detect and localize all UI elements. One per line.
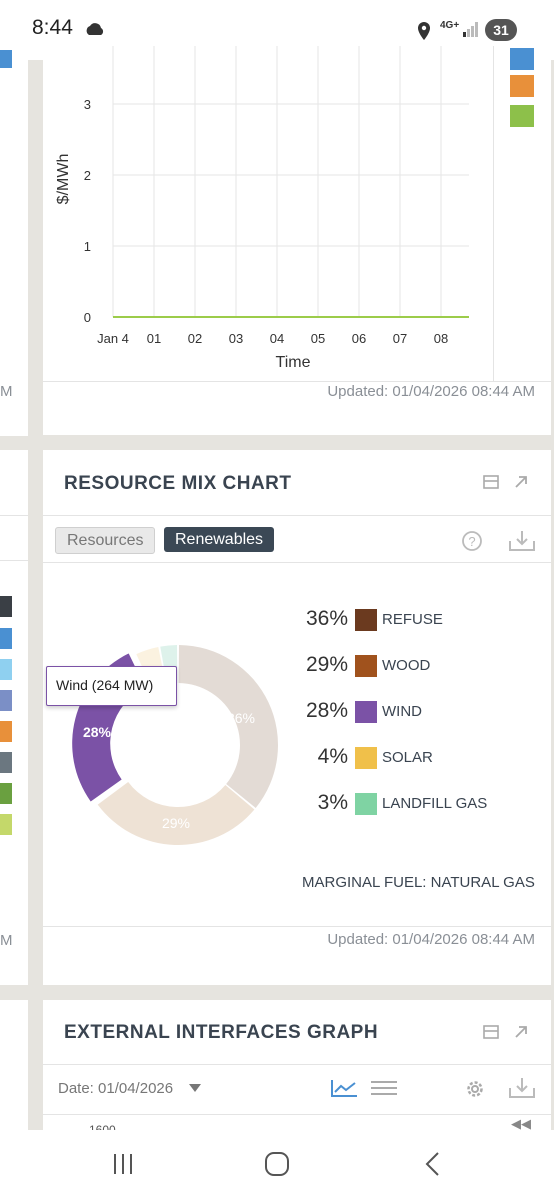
left-updated-fragment: M (0, 383, 13, 400)
minimize-icon[interactable] (483, 475, 499, 489)
left-legend-swatch[interactable] (0, 752, 12, 773)
back-icon[interactable] (423, 1151, 441, 1177)
slice-label-refuse: 36% (227, 710, 255, 726)
legend-swatch (355, 747, 377, 769)
left-legend-swatch[interactable] (0, 659, 12, 680)
left-updated-fragment-2: M (0, 932, 13, 949)
expand-icon[interactable] (513, 474, 529, 490)
resource-mix-card: RESOURCE MIX CHART Resources Renewables … (43, 450, 551, 985)
left-legend-swatch (0, 50, 12, 68)
left-legend-swatch[interactable] (0, 721, 12, 742)
price-chart-card: 3 2 1 0 Jan 4 01 02 03 04 05 06 07 08 $/MWh Time Up… (43, 46, 551, 435)
chevron-down-icon[interactable] (189, 1084, 201, 1092)
slice-label-wood: 29% (162, 815, 190, 831)
left-card-edge: M (0, 46, 28, 436)
legend-label: REFUSE (382, 611, 443, 628)
legend-item[interactable]: 3% LANDFILL GAS (298, 790, 548, 820)
tab-resources[interactable]: Resources (55, 527, 156, 554)
legend-swatch (355, 655, 377, 677)
left-legend-swatch[interactable] (0, 628, 12, 649)
tab-renewables[interactable]: Renewables (164, 527, 275, 552)
legend-percent: 28% (305, 699, 348, 722)
location-icon (418, 22, 430, 40)
updated-timestamp-2: Updated: 01/04/2026 08:44 AM (327, 931, 535, 948)
legend-item[interactable]: 36% REFUSE (298, 606, 548, 636)
legend-swatch (355, 609, 377, 631)
svg-text:?: ? (468, 534, 475, 549)
legend-label: LANDFILL GAS (382, 795, 488, 812)
price-line-chart: 3 2 1 0 Jan 4 01 02 03 04 05 06 07 08 $/MWh Time (55, 46, 469, 371)
help-icon[interactable]: ? (461, 530, 483, 552)
legend-percent: 29% (305, 653, 348, 676)
y-tick-label: 0 (84, 310, 91, 325)
rewind-icon[interactable]: ◀◀ (511, 1116, 531, 1131)
left-legend-swatch[interactable] (0, 596, 12, 617)
download-icon[interactable] (508, 529, 536, 553)
left-card-edge-2: M (0, 450, 28, 985)
left-legend-swatch[interactable] (0, 783, 12, 804)
signal-icon (463, 22, 478, 37)
table-view-icon[interactable] (370, 1080, 398, 1096)
donut-slice-wood[interactable] (97, 781, 255, 845)
legend-percent: 3% (317, 791, 348, 814)
card-title: RESOURCE MIX CHART (64, 473, 292, 494)
minimize-icon-2[interactable] (483, 1025, 499, 1039)
date-selector[interactable]: Date: 01/04/2026 (58, 1080, 174, 1097)
download-icon-2[interactable] (508, 1076, 536, 1100)
x-tick-label: 03 (229, 331, 243, 346)
legend-item[interactable]: 28% WIND (298, 698, 548, 728)
home-icon[interactable] (264, 1151, 290, 1177)
line-chart-icon[interactable] (330, 1078, 358, 1098)
chart-tooltip: Wind (264 MW) (46, 666, 177, 706)
updated-timestamp: Updated: 01/04/2026 08:44 AM (327, 383, 535, 400)
left-legend-swatch[interactable] (0, 814, 12, 835)
legend-swatch-3[interactable] (510, 105, 534, 127)
expand-icon-2[interactable] (513, 1024, 529, 1040)
network-type: 4G+ (440, 20, 460, 31)
y-tick-label: 1 (84, 239, 91, 254)
legend-swatch-1[interactable] (510, 48, 534, 70)
x-tick-label: 07 (393, 331, 407, 346)
battery-indicator: 31 (485, 19, 517, 41)
x-tick-label: 06 (352, 331, 366, 346)
x-tick-label: 01 (147, 331, 161, 346)
tooltip-text: Wind (264 MW) (56, 677, 154, 693)
legend-label: WIND (382, 703, 422, 720)
legend-label: WOOD (382, 657, 431, 674)
legend-item[interactable]: 4% SOLAR (298, 744, 548, 774)
legend-swatch (355, 793, 377, 815)
left-legend-swatch[interactable] (0, 690, 12, 711)
x-axis-label: Time (276, 354, 311, 371)
legend-percent: 36% (305, 607, 348, 630)
legend-label: SOLAR (382, 749, 433, 766)
legend-percent: 4% (317, 745, 348, 768)
legend-swatch-2[interactable] (510, 75, 534, 97)
x-tick-label: 05 (311, 331, 325, 346)
marginal-fuel: MARGINAL FUEL: NATURAL GAS (302, 874, 535, 891)
android-nav-bar (0, 1130, 554, 1200)
legend-swatch (355, 701, 377, 723)
y-tick-label: 3 (84, 97, 91, 112)
slice-label-wind: 28% (83, 724, 112, 740)
legend-item[interactable]: 29% WOOD (298, 652, 548, 682)
recent-apps-icon[interactable] (112, 1152, 134, 1176)
x-tick-label: Jan 4 (97, 331, 129, 346)
card-title-2: EXTERNAL INTERFACES GRAPH (64, 1022, 379, 1043)
chart-gridlines (112, 46, 469, 318)
clock: 8:44 (32, 16, 73, 39)
y-axis-label: $/MWh (55, 154, 72, 205)
left-card-edge-3 (0, 1000, 28, 1130)
cloud-icon (86, 23, 104, 35)
donut-slice-refuse[interactable] (178, 645, 278, 808)
gear-icon[interactable] (464, 1078, 486, 1100)
x-tick-label: 02 (188, 331, 202, 346)
external-interfaces-card: EXTERNAL INTERFACES GRAPH Date: 01/04/20… (43, 1000, 551, 1137)
y-tick-label: 2 (84, 168, 91, 183)
x-tick-label: 08 (434, 331, 448, 346)
x-tick-label: 04 (270, 331, 284, 346)
